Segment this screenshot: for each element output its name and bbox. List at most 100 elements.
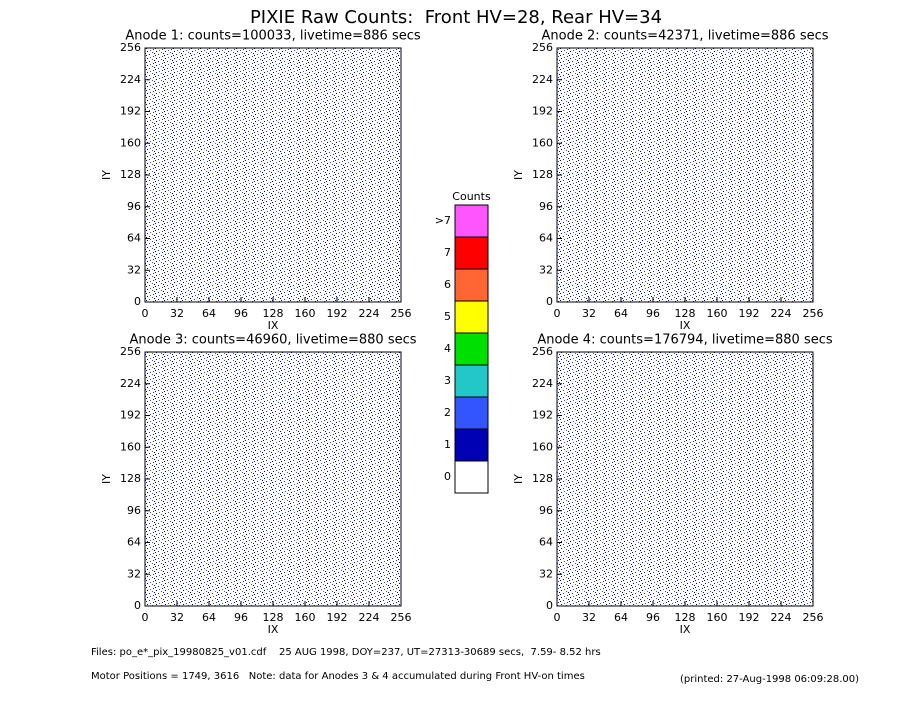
y-axis-label: IY (512, 170, 525, 180)
x-axis-label: IX (680, 319, 691, 332)
y-tick-label: 96 (127, 200, 141, 213)
colorbar-label: 6 (444, 278, 451, 291)
x-tick-label: 128 (675, 611, 696, 624)
x-tick-label: 128 (675, 307, 696, 320)
x-tick-label: 32 (170, 307, 184, 320)
y-tick-label: 64 (539, 536, 553, 549)
y-tick-label: 192 (532, 105, 553, 118)
y-tick-label: 224 (532, 73, 553, 86)
colorbar-label: 2 (444, 406, 451, 419)
y-tick-label: 0 (134, 295, 141, 308)
x-tick-label: 96 (234, 307, 248, 320)
x-tick-label: 128 (263, 307, 284, 320)
x-tick-label: 32 (582, 611, 596, 624)
y-tick-label: 128 (532, 168, 553, 181)
x-tick-label: 256 (803, 611, 824, 624)
colorbar-cell (454, 396, 489, 430)
y-tick-label: 160 (120, 440, 141, 453)
count-map (144, 351, 402, 607)
x-tick-label: 224 (771, 611, 792, 624)
y-tick-label: 96 (539, 200, 553, 213)
colorbar-cell (454, 364, 489, 398)
footer-files: Files: po_e*_pix_19980825_v01.cdf 25 AUG… (91, 647, 601, 658)
y-axis-label: IY (512, 474, 525, 484)
y-axis-label: IY (100, 170, 113, 180)
colorbar-label: 4 (444, 342, 451, 355)
main-title: PIXIE Raw Counts: Front HV=28, Rear HV=3… (250, 7, 662, 28)
y-tick-label: 0 (134, 599, 141, 612)
y-tick-label: 256 (120, 345, 141, 358)
x-tick-label: 128 (263, 611, 284, 624)
footer-printed: (printed: 27-Aug-1998 06:09:28.00) (680, 674, 859, 685)
colorbar-cell (454, 268, 489, 302)
x-tick-label: 192 (739, 611, 760, 624)
y-tick-label: 256 (532, 41, 553, 54)
x-tick-label: 96 (646, 611, 660, 624)
y-tick-label: 32 (127, 263, 141, 276)
y-tick-label: 160 (532, 136, 553, 149)
panel-title: Anode 2: counts=42371, livetime=886 secs (541, 29, 828, 44)
colorbar-label: >7 (435, 214, 451, 227)
x-tick-label: 64 (202, 307, 216, 320)
x-tick-label: 32 (170, 611, 184, 624)
y-tick-label: 256 (120, 41, 141, 54)
colorbar-cell (454, 332, 489, 366)
y-tick-label: 32 (539, 263, 553, 276)
x-tick-label: 0 (554, 611, 561, 624)
colorbar-cell (454, 428, 489, 462)
y-tick-label: 192 (120, 409, 141, 422)
colorbar-cell (454, 204, 489, 238)
x-tick-label: 256 (391, 307, 412, 320)
y-tick-label: 64 (127, 232, 141, 245)
panel-title: Anode 3: counts=46960, livetime=880 secs (129, 333, 416, 348)
panel-title: Anode 4: counts=176794, livetime=880 sec… (537, 333, 833, 348)
count-map (144, 47, 402, 303)
colorbar-title: Counts (452, 190, 491, 203)
x-tick-label: 160 (295, 307, 316, 320)
y-tick-label: 224 (120, 377, 141, 390)
y-tick-label: 224 (532, 377, 553, 390)
x-axis-label: IX (680, 623, 691, 636)
colorbar-label: 3 (444, 374, 451, 387)
y-tick-label: 160 (532, 440, 553, 453)
x-tick-label: 224 (359, 307, 380, 320)
x-tick-label: 64 (614, 611, 628, 624)
y-axis-label: IY (100, 474, 113, 484)
y-tick-label: 64 (539, 232, 553, 245)
y-tick-label: 0 (546, 295, 553, 308)
x-tick-label: 224 (359, 611, 380, 624)
x-tick-label: 160 (707, 307, 728, 320)
x-tick-label: 96 (646, 307, 660, 320)
x-tick-label: 96 (234, 611, 248, 624)
y-tick-label: 0 (546, 599, 553, 612)
colorbar-label: 5 (444, 310, 451, 323)
colorbar-label: 0 (444, 470, 451, 483)
y-tick-label: 96 (127, 504, 141, 517)
x-tick-label: 160 (707, 611, 728, 624)
y-tick-label: 32 (539, 567, 553, 580)
count-map (556, 351, 814, 607)
x-tick-label: 0 (554, 307, 561, 320)
y-tick-label: 192 (532, 409, 553, 422)
y-tick-label: 224 (120, 73, 141, 86)
y-tick-label: 96 (539, 504, 553, 517)
y-tick-label: 32 (127, 567, 141, 580)
x-tick-label: 224 (771, 307, 792, 320)
y-tick-label: 256 (532, 345, 553, 358)
y-tick-label: 128 (120, 472, 141, 485)
x-tick-label: 64 (614, 307, 628, 320)
x-axis-label: IX (268, 623, 279, 636)
x-tick-label: 64 (202, 611, 216, 624)
footer-motor: Motor Positions = 1749, 3616 Note: data … (91, 671, 585, 682)
colorbar-label: 7 (444, 246, 451, 259)
colorbar-cell (454, 236, 489, 270)
y-tick-label: 64 (127, 536, 141, 549)
colorbar-cell (454, 460, 489, 494)
count-map (556, 47, 814, 303)
x-tick-label: 192 (327, 611, 348, 624)
x-tick-label: 0 (142, 307, 149, 320)
x-tick-label: 160 (295, 611, 316, 624)
colorbar-label: 1 (444, 438, 451, 451)
x-tick-label: 256 (391, 611, 412, 624)
